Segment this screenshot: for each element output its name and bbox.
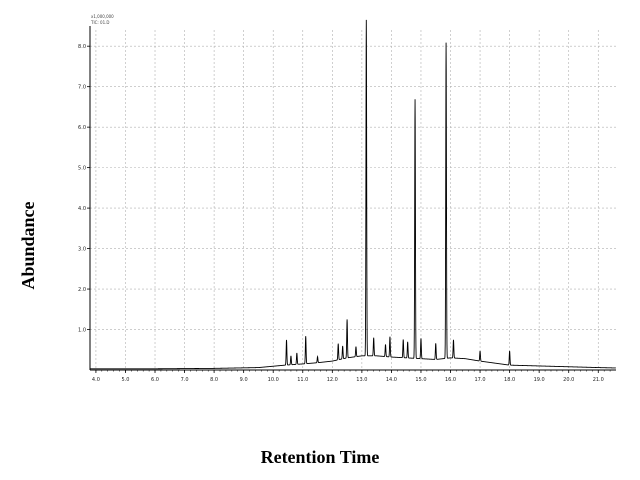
x-tick-label: 9.0 bbox=[240, 377, 248, 383]
x-tick-label: 19.0 bbox=[534, 377, 545, 383]
x-tick-label: 5.0 bbox=[121, 377, 129, 383]
y-tick-label: 8.0 bbox=[78, 44, 86, 50]
x-tick-label: 16.0 bbox=[445, 377, 456, 383]
x-tick-label: 10.0 bbox=[268, 377, 279, 383]
x-tick-label: 20.0 bbox=[563, 377, 574, 383]
x-axis-label: Retention Time bbox=[260, 447, 380, 467]
x-tick-label: 15.0 bbox=[415, 377, 426, 383]
y-tick-label: 6.0 bbox=[78, 125, 86, 131]
y-tick-label: 4.0 bbox=[78, 206, 86, 212]
y-tick-label: 2.0 bbox=[78, 287, 86, 293]
y-tick-label: 7.0 bbox=[78, 85, 86, 91]
x-tick-label: 18.0 bbox=[504, 377, 515, 383]
x-tick-label: 17.0 bbox=[474, 377, 485, 383]
axes bbox=[89, 26, 616, 371]
y-axis-label: Abundance bbox=[18, 201, 38, 290]
x-tick-label: 12.0 bbox=[327, 377, 338, 383]
chromatogram-trace bbox=[90, 19, 616, 370]
grid-lines bbox=[90, 30, 616, 370]
x-tick-label: 13.0 bbox=[356, 377, 367, 383]
x-tick-label: 8.0 bbox=[210, 377, 218, 383]
y-tick-label: 1.0 bbox=[78, 328, 86, 334]
trace-note: TIC: 01.D bbox=[91, 20, 110, 25]
y-axis-ticks: 1.0 2.0 3.0 4.0 5.0 6.0 7.0 8.0 bbox=[78, 44, 90, 334]
x-tick-label: 7.0 bbox=[181, 377, 189, 383]
x-axis-ticks: 4.0 5.0 6.0 7.0 8.0 9.0 10.0 11.0 12.0 13.0 14.0 15… bbox=[92, 370, 611, 383]
tic-series-line bbox=[90, 19, 616, 370]
y-tick-label: 3.0 bbox=[78, 247, 86, 253]
x-tick-label: 6.0 bbox=[151, 377, 159, 383]
x-tick-label: 4.0 bbox=[92, 377, 100, 383]
y-tick-label: 5.0 bbox=[78, 166, 86, 172]
x-tick-label: 11.0 bbox=[297, 377, 308, 383]
x-tick-label: 14.0 bbox=[386, 377, 397, 383]
scale-note: x1,000,000 bbox=[91, 14, 114, 19]
x-tick-label: 21.0 bbox=[593, 377, 604, 383]
